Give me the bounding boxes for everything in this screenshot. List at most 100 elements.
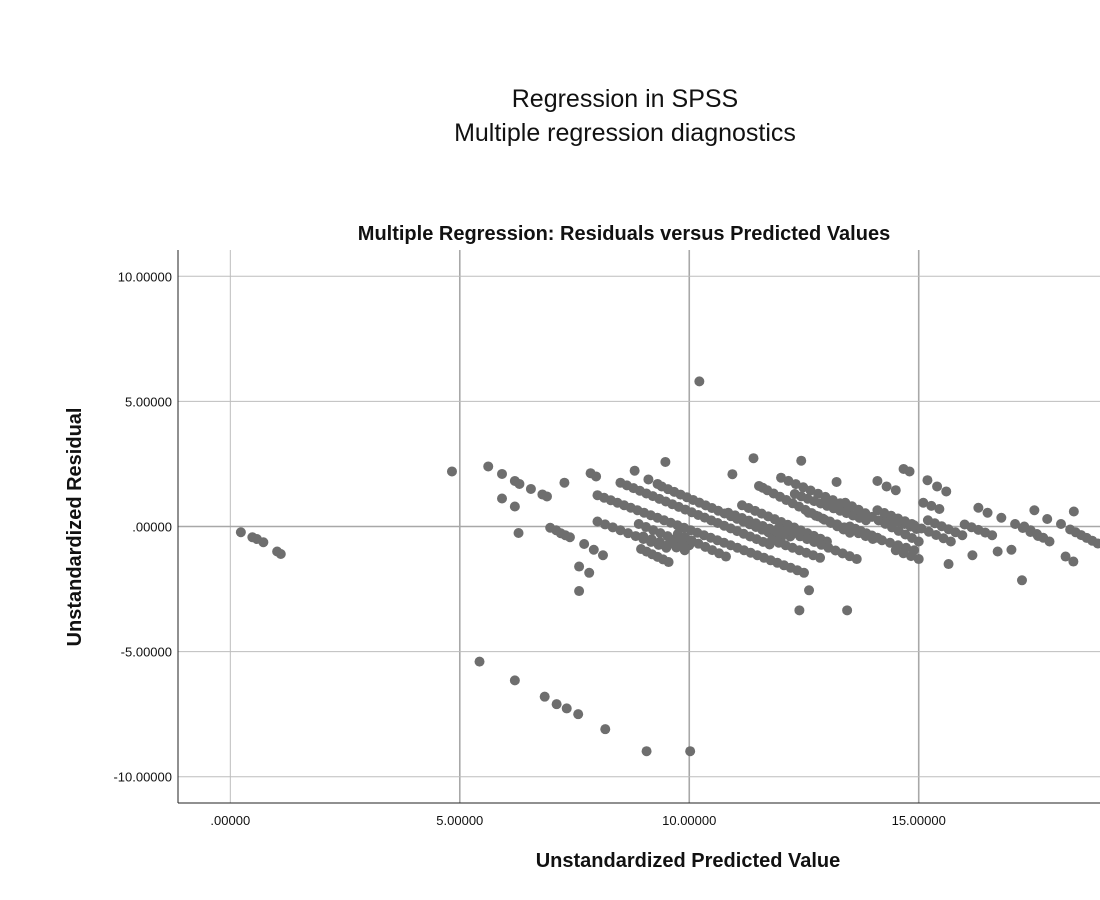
data-point	[934, 503, 945, 514]
data-point	[727, 469, 738, 480]
data-point	[831, 476, 842, 487]
data-point	[941, 486, 952, 497]
data-point	[584, 567, 595, 578]
data-point	[592, 516, 603, 527]
data-point	[898, 548, 909, 559]
x-tick-label: 15.00000	[892, 813, 946, 828]
y-tick-label: .00000	[132, 520, 172, 535]
data-point	[1042, 513, 1053, 524]
data-point	[945, 536, 956, 547]
data-point	[623, 528, 634, 539]
data-point	[588, 544, 599, 555]
data-point	[559, 477, 570, 488]
data-point	[982, 507, 993, 518]
axis-layer	[177, 250, 1100, 804]
y-tick-label: 10.00000	[118, 269, 172, 284]
x-tick-label: 5.00000	[436, 813, 483, 828]
data-point	[483, 461, 494, 472]
data-point	[890, 485, 901, 496]
data-point	[541, 491, 552, 502]
data-point	[514, 478, 525, 489]
data-point	[1006, 544, 1017, 555]
data-point	[539, 691, 550, 702]
data-point	[671, 542, 682, 553]
data-point	[918, 497, 929, 508]
data-point	[446, 466, 457, 477]
data-point	[525, 483, 536, 494]
data-point	[497, 468, 508, 479]
data-point	[804, 585, 815, 596]
data-point	[906, 551, 917, 562]
data-point	[574, 586, 585, 597]
tick-layer: .00000 5.00000 10.00000 15.00000 10.00000 5.0…	[113, 269, 945, 828]
data-point	[573, 709, 584, 720]
data-point	[607, 522, 618, 533]
data-point	[1029, 505, 1040, 516]
data-point	[497, 493, 508, 504]
data-point	[1068, 556, 1079, 567]
data-point	[579, 539, 590, 550]
data-point	[904, 466, 915, 477]
data-point	[574, 561, 585, 572]
data-point	[926, 500, 937, 511]
data-point	[591, 471, 602, 482]
data-point	[615, 525, 626, 536]
data-point	[881, 481, 892, 492]
data-point	[564, 532, 575, 543]
data-point	[987, 530, 998, 541]
data-point	[660, 456, 671, 467]
data-point	[973, 502, 984, 513]
data-point	[992, 546, 1003, 557]
data-point	[641, 746, 652, 757]
data-point	[794, 605, 805, 616]
data-point	[720, 551, 731, 562]
data-point	[474, 656, 485, 667]
data-point	[646, 534, 657, 545]
page-subtitle: Multiple regression diagnostics	[454, 119, 796, 147]
data-point	[877, 535, 888, 546]
data-point	[932, 481, 943, 492]
data-point	[629, 465, 640, 476]
data-point	[885, 537, 896, 548]
data-point	[561, 703, 572, 714]
data-point	[798, 567, 809, 578]
data-point	[663, 557, 674, 568]
data-point	[1060, 551, 1071, 562]
chart-title: Multiple Regression: Residuals versus Pr…	[358, 223, 890, 245]
x-tick-label: 10.00000	[662, 813, 716, 828]
page-title: Regression in SPSS	[511, 85, 739, 113]
data-point	[1010, 518, 1021, 529]
data-point	[796, 455, 807, 466]
data-point	[913, 554, 924, 565]
data-point	[509, 675, 520, 686]
data-point	[872, 475, 883, 486]
data-point	[967, 550, 978, 561]
data-point	[663, 539, 674, 550]
data-point	[913, 536, 924, 547]
data-point	[630, 531, 641, 542]
data-point	[890, 545, 901, 556]
data-point	[509, 501, 520, 512]
y-tick-label: -10.00000	[113, 770, 172, 785]
data-point	[685, 746, 696, 757]
x-tick-label: .00000	[210, 813, 250, 828]
data-point	[258, 537, 269, 548]
y-axis-title: Unstandardized Residual	[64, 408, 86, 647]
data-point	[851, 554, 862, 565]
y-tick-label: 5.00000	[125, 394, 172, 409]
data-point	[943, 559, 954, 570]
y-tick-label: -5.00000	[121, 645, 172, 660]
data-point	[638, 531, 649, 542]
data-point	[694, 376, 705, 387]
data-point	[513, 528, 524, 539]
data-point	[600, 519, 611, 530]
data-point	[1068, 506, 1079, 517]
data-point	[815, 552, 826, 563]
data-point	[748, 453, 759, 464]
data-point	[597, 550, 608, 561]
point-layer	[235, 376, 1100, 757]
data-point	[1016, 575, 1027, 586]
data-point	[1092, 538, 1100, 549]
data-point	[842, 605, 853, 616]
